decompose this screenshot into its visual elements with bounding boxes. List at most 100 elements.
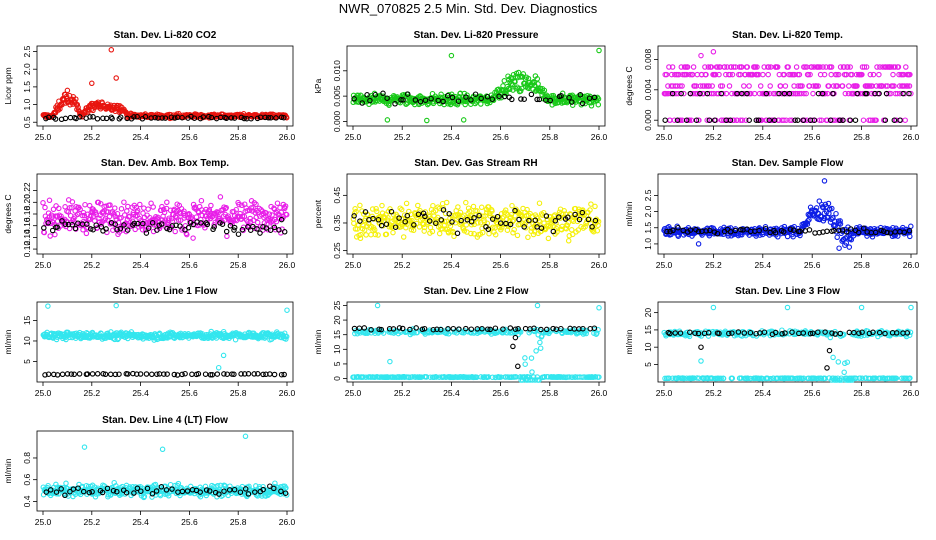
x-tick-label: 25.4 <box>755 132 772 142</box>
data-point <box>96 215 102 222</box>
data-point <box>158 221 165 227</box>
data-point <box>112 221 118 227</box>
data-point <box>274 200 281 206</box>
y-tick-label: 0.8 <box>22 452 32 464</box>
data-point <box>841 369 847 376</box>
panel-title: Stan. Dev. Line 4 (LT) Flow <box>102 415 228 426</box>
data-point <box>480 229 486 236</box>
data-point <box>831 227 837 234</box>
data-point <box>503 90 509 97</box>
y-tick-label: 25 <box>332 300 342 310</box>
data-point <box>223 228 230 235</box>
y-tick-label: 1.5 <box>22 81 32 93</box>
data-point <box>590 228 597 235</box>
data-point <box>404 91 411 97</box>
data-point <box>222 205 229 212</box>
x-tick-label: 25.2 <box>84 260 101 270</box>
data-point <box>254 226 260 232</box>
data-point <box>281 229 288 235</box>
data-point <box>268 115 274 121</box>
data-point <box>556 214 562 220</box>
data-point <box>175 217 182 223</box>
data-point <box>429 90 436 97</box>
series-all <box>40 194 290 241</box>
data-point <box>438 217 445 223</box>
data-point <box>239 202 245 209</box>
data-point <box>190 221 196 228</box>
data-point <box>901 229 908 236</box>
data-point <box>140 220 146 227</box>
data-point <box>152 114 158 121</box>
data-point <box>463 199 469 206</box>
data-point <box>863 64 870 70</box>
data-point <box>666 64 672 70</box>
x-tick-label: 25.2 <box>84 517 101 527</box>
data-point <box>847 226 854 232</box>
data-point <box>72 225 79 232</box>
data-point <box>863 90 870 97</box>
data-point <box>568 227 575 233</box>
data-point <box>112 205 118 211</box>
data-point <box>476 212 482 219</box>
data-point <box>45 303 51 309</box>
data-point <box>577 92 584 98</box>
x-tick-label: 25.2 <box>705 260 722 270</box>
x-tick-label: 25.4 <box>443 132 460 142</box>
data-point <box>435 97 441 104</box>
data-point <box>396 215 402 221</box>
data-point <box>550 228 557 235</box>
data-point <box>847 117 854 123</box>
data-point <box>848 236 855 243</box>
data-point <box>215 364 222 371</box>
data-point <box>375 217 382 223</box>
data-point <box>400 97 406 103</box>
x-tick-label: 25.6 <box>804 132 821 142</box>
data-point <box>809 117 816 123</box>
data-point <box>208 202 214 209</box>
x-tick-label: 25.0 <box>656 132 673 142</box>
data-point <box>695 241 702 247</box>
data-point <box>45 114 52 121</box>
data-point <box>357 235 364 242</box>
data-point <box>502 207 509 213</box>
data-point <box>781 117 787 123</box>
data-point <box>891 83 897 89</box>
data-point <box>876 71 882 78</box>
data-point <box>489 96 496 102</box>
data-point <box>484 209 490 216</box>
data-point <box>731 117 737 123</box>
data-point <box>710 49 717 55</box>
y-tick-label: 0.16 <box>22 217 32 234</box>
data-point <box>100 115 106 122</box>
data-point <box>596 47 602 54</box>
data-point <box>595 218 602 225</box>
data-point <box>383 231 390 238</box>
data-point <box>775 234 781 240</box>
data-point <box>513 85 519 92</box>
data-point <box>760 71 766 78</box>
data-point <box>716 71 722 78</box>
x-tick-label: 25.8 <box>542 388 559 398</box>
data-point <box>854 83 860 89</box>
data-point <box>883 83 889 89</box>
data-point <box>594 227 601 234</box>
panel-3: Stan. Dev. Li-820 Temp.25.0 25.2 25.4 25.6 2… <box>624 30 920 142</box>
data-point <box>198 220 204 226</box>
data-point <box>149 220 156 226</box>
data-point <box>134 207 141 214</box>
data-point <box>565 238 572 244</box>
data-point <box>874 64 880 70</box>
data-point <box>239 226 246 233</box>
data-point <box>820 64 826 70</box>
x-tick-label: 25.2 <box>394 260 411 270</box>
data-point <box>369 206 376 212</box>
data-point <box>283 114 290 121</box>
data-point <box>592 203 598 210</box>
data-point <box>534 76 541 82</box>
data-point <box>765 71 771 78</box>
y-tick-label: 0.6 <box>22 474 32 486</box>
y-tick-label: 1.0 <box>643 238 653 250</box>
data-point <box>404 212 411 219</box>
data-point <box>200 114 207 120</box>
data-point <box>250 223 256 230</box>
